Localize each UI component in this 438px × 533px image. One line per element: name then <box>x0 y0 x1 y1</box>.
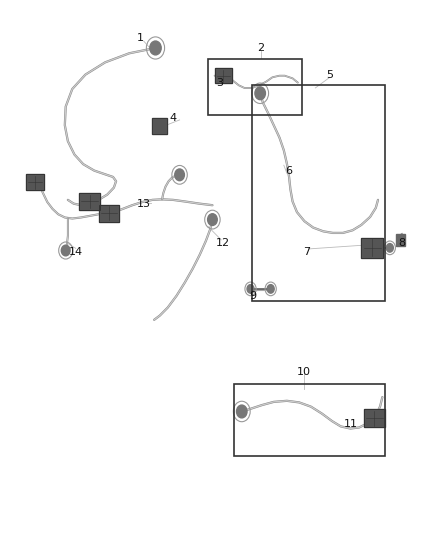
Circle shape <box>208 214 217 225</box>
Circle shape <box>267 285 274 293</box>
Circle shape <box>175 169 184 181</box>
Bar <box>361 238 383 258</box>
Text: 6: 6 <box>286 166 293 175</box>
Text: 12: 12 <box>215 238 230 247</box>
Text: 1: 1 <box>137 34 144 43</box>
Bar <box>26 174 44 190</box>
Text: 7: 7 <box>303 247 310 256</box>
Bar <box>234 384 385 456</box>
Circle shape <box>255 87 265 100</box>
Bar <box>79 193 100 210</box>
Bar <box>99 205 119 222</box>
Circle shape <box>237 405 247 418</box>
Circle shape <box>61 245 70 256</box>
Bar <box>396 234 405 246</box>
Bar <box>364 409 385 427</box>
Text: 13: 13 <box>137 199 151 209</box>
Bar <box>99 205 119 222</box>
Bar <box>79 193 100 210</box>
Bar <box>361 238 383 258</box>
Text: 11: 11 <box>343 419 357 429</box>
Text: 10: 10 <box>297 367 311 377</box>
Text: 5: 5 <box>326 70 333 79</box>
Text: 8: 8 <box>399 238 406 248</box>
Circle shape <box>247 285 254 293</box>
Bar <box>215 68 232 83</box>
Bar <box>26 174 44 190</box>
Bar <box>208 59 302 115</box>
Text: 2: 2 <box>257 43 264 53</box>
Circle shape <box>386 244 393 252</box>
Bar <box>364 409 385 427</box>
Text: 3: 3 <box>216 78 223 87</box>
Text: 4: 4 <box>170 114 177 123</box>
Bar <box>152 118 167 134</box>
Text: 9: 9 <box>249 291 256 301</box>
Bar <box>152 118 167 134</box>
Circle shape <box>150 41 161 55</box>
Text: 14: 14 <box>69 247 83 256</box>
Bar <box>252 85 385 301</box>
Bar <box>215 68 232 83</box>
